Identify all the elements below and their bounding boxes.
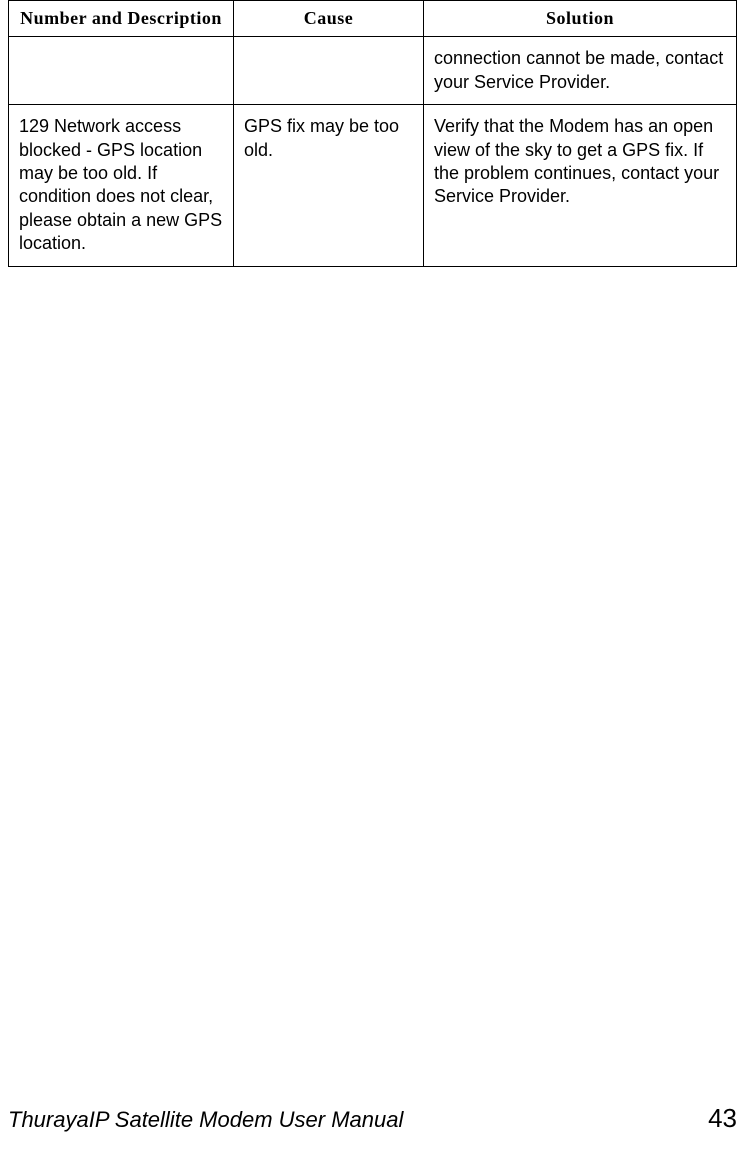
footer-page-number: 43: [708, 1103, 737, 1134]
cell-solution: connection cannot be made, contact your …: [424, 37, 737, 105]
table-row: connection cannot be made, contact your …: [9, 37, 737, 105]
header-cause: Cause: [234, 1, 424, 37]
cell-cause: GPS fix may be too old.: [234, 105, 424, 266]
header-number-description: Number and Description: [9, 1, 234, 37]
footer-doc-title: ThurayaIP Satellite Modem User Manual: [8, 1107, 403, 1133]
cell-num-desc: [9, 37, 234, 105]
troubleshooting-table: Number and Description Cause Solution co…: [8, 0, 737, 267]
header-solution: Solution: [424, 1, 737, 37]
cell-solution: Verify that the Modem has an open view o…: [424, 105, 737, 266]
page-footer: ThurayaIP Satellite Modem User Manual 43: [8, 1103, 737, 1134]
cell-cause: [234, 37, 424, 105]
cell-num-desc: 129 Network access blocked - GPS locatio…: [9, 105, 234, 266]
table-row: 129 Network access blocked - GPS locatio…: [9, 105, 737, 266]
table-header-row: Number and Description Cause Solution: [9, 1, 737, 37]
